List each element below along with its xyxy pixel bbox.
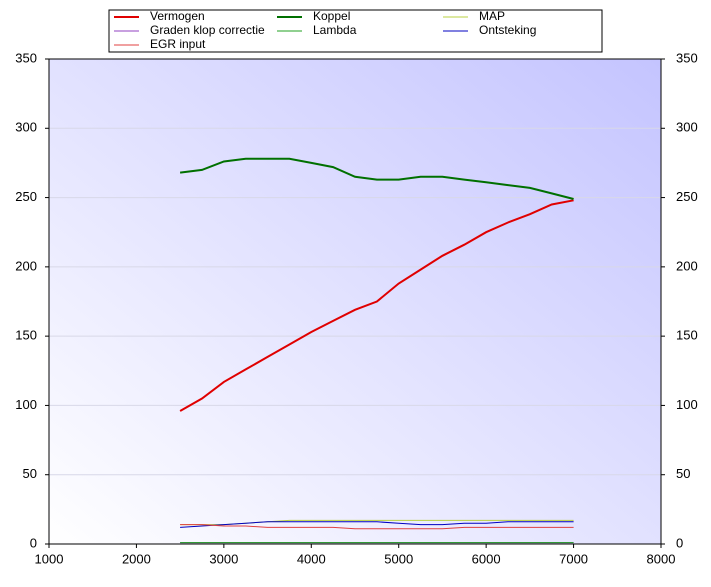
legend-label: EGR input xyxy=(150,37,206,51)
x-tick-label: 7000 xyxy=(559,551,588,566)
plot-area xyxy=(49,59,661,544)
legend-label: Vermogen xyxy=(150,9,205,23)
x-tick-label: 6000 xyxy=(472,551,501,566)
y2-tick-label: 0 xyxy=(676,535,683,550)
y2-tick-label: 150 xyxy=(676,328,698,343)
legend-label: Graden klop correctie xyxy=(150,23,265,37)
x-tick-label: 8000 xyxy=(647,551,676,566)
y-tick-label: 350 xyxy=(15,50,37,65)
plot-border xyxy=(48,58,662,545)
x-tick-label: 3000 xyxy=(209,551,238,566)
x-tick-label: 5000 xyxy=(384,551,413,566)
series-line xyxy=(180,521,574,528)
y2-tick-label: 200 xyxy=(676,258,698,273)
series-line xyxy=(179,199,574,412)
legend-label: Ontsteking xyxy=(479,23,536,37)
series-line xyxy=(179,157,574,200)
y-tick-label: 200 xyxy=(15,258,37,273)
y-tick-label: 150 xyxy=(15,328,37,343)
legend-label: Koppel xyxy=(313,9,350,23)
legend-label: MAP xyxy=(479,9,505,23)
y2-tick-label: 250 xyxy=(676,189,698,204)
x-tick-label: 4000 xyxy=(297,551,326,566)
y-tick-label: 250 xyxy=(15,189,37,204)
y-tick-label: 300 xyxy=(15,120,37,135)
legend xyxy=(108,9,603,53)
y-tick-label: 50 xyxy=(23,466,37,481)
series-line xyxy=(180,524,574,530)
y2-tick-label: 350 xyxy=(676,50,698,65)
y2-tick-label: 300 xyxy=(676,120,698,135)
x-tick-label: 2000 xyxy=(122,551,151,566)
y2-tick-label: 100 xyxy=(676,397,698,412)
x-tick-label: 1000 xyxy=(35,551,64,566)
legend-label: Lambda xyxy=(313,23,357,37)
y-tick-label: 0 xyxy=(30,535,37,550)
y2-tick-label: 50 xyxy=(676,466,690,481)
y-tick-label: 100 xyxy=(15,397,37,412)
